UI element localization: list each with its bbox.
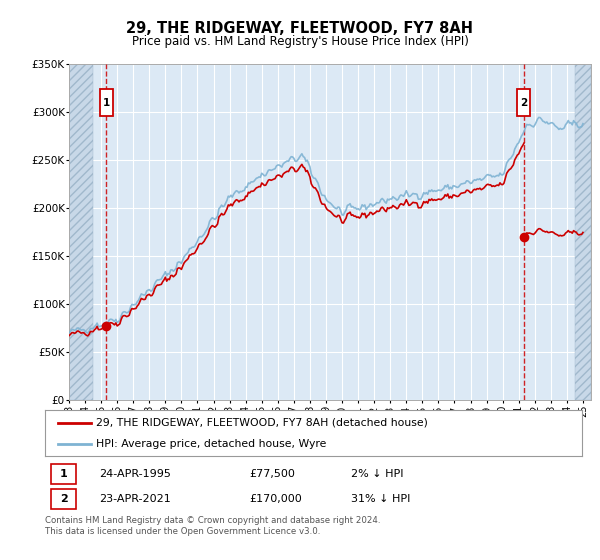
Text: 29, THE RIDGEWAY, FLEETWOOD, FY7 8AH (detached house): 29, THE RIDGEWAY, FLEETWOOD, FY7 8AH (de…	[96, 418, 428, 428]
Text: 1: 1	[103, 98, 110, 108]
Text: 1: 1	[59, 469, 67, 479]
Text: 24-APR-1995: 24-APR-1995	[98, 469, 170, 479]
Text: 31% ↓ HPI: 31% ↓ HPI	[351, 494, 410, 504]
FancyBboxPatch shape	[52, 464, 76, 484]
Text: £170,000: £170,000	[249, 494, 302, 504]
Text: HPI: Average price, detached house, Wyre: HPI: Average price, detached house, Wyre	[96, 439, 326, 449]
Text: £77,500: £77,500	[249, 469, 295, 479]
Text: 2% ↓ HPI: 2% ↓ HPI	[351, 469, 404, 479]
Bar	[575, 64, 591, 400]
Text: 2: 2	[520, 98, 527, 108]
Text: Contains HM Land Registry data © Crown copyright and database right 2024.
This d: Contains HM Land Registry data © Crown c…	[45, 516, 380, 536]
Bar	[69, 64, 93, 400]
FancyBboxPatch shape	[52, 489, 76, 509]
FancyBboxPatch shape	[100, 90, 113, 116]
Bar	[69, 64, 93, 400]
Text: 29, THE RIDGEWAY, FLEETWOOD, FY7 8AH: 29, THE RIDGEWAY, FLEETWOOD, FY7 8AH	[127, 21, 473, 36]
Text: 23-APR-2021: 23-APR-2021	[98, 494, 170, 504]
FancyBboxPatch shape	[517, 90, 530, 116]
Text: 2: 2	[59, 494, 67, 504]
Bar	[575, 64, 591, 400]
Text: Price paid vs. HM Land Registry's House Price Index (HPI): Price paid vs. HM Land Registry's House …	[131, 35, 469, 48]
